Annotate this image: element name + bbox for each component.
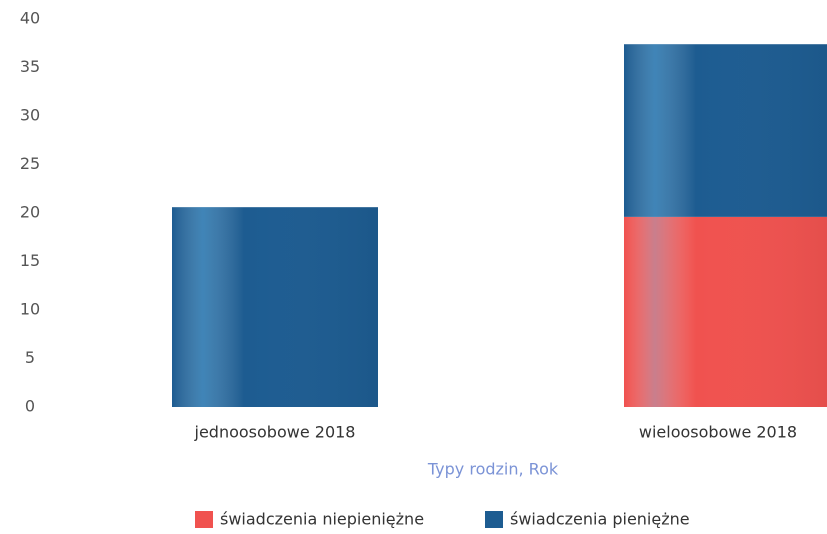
y-tick-label: 25	[20, 154, 40, 173]
x-axis-title: Typy rodzin, Rok	[427, 460, 559, 479]
y-tick-label: 20	[20, 203, 40, 222]
legend-label: świadczenia pieniężne	[510, 510, 690, 529]
bar-shine	[624, 44, 827, 217]
y-tick-label: 5	[25, 348, 35, 367]
x-tick-label: wieloosobowe 2018	[639, 423, 797, 442]
y-tick-label: 0	[25, 397, 35, 416]
legend-swatch	[485, 511, 503, 528]
y-tick-label: 35	[20, 57, 40, 76]
bar-shine	[172, 207, 378, 407]
x-tick-label: jednoosobowe 2018	[194, 423, 356, 442]
y-tick-label: 40	[20, 9, 40, 28]
legend-label: świadczenia niepieniężne	[220, 510, 424, 529]
bar-shine	[624, 216, 827, 407]
y-tick-label: 15	[20, 251, 40, 270]
legend-swatch	[195, 511, 213, 528]
y-tick-label: 10	[20, 300, 40, 319]
y-tick-label: 30	[20, 106, 40, 125]
